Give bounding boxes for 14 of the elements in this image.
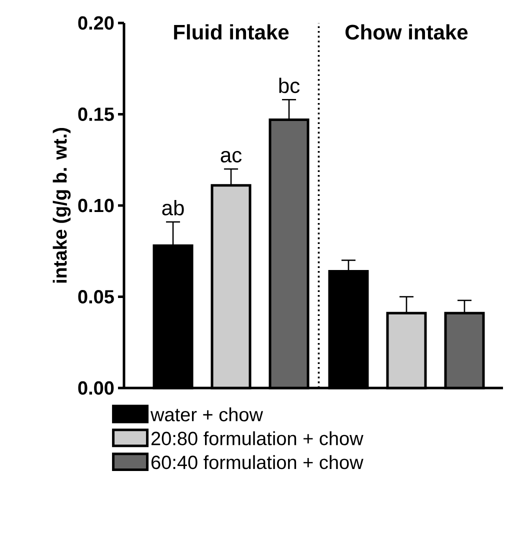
y-tick-label: 0.15	[78, 108, 114, 121]
x-tick-label: Chow intake	[346, 24, 468, 40]
y-tick-label: 0.20	[78, 16, 114, 30]
y-tick-label: 0.00	[78, 381, 114, 395]
legend-label: water + chow	[150, 407, 264, 422]
x-tick-label: Fluid intake	[174, 24, 289, 40]
legend-label: 20:80 formulation + chow	[151, 431, 364, 446]
data-label: ab	[162, 200, 184, 216]
y-axis-title: intake (g/g b. wt.)	[52, 128, 71, 283]
y-tick-label: 0.05	[78, 290, 114, 304]
data-label: ac	[220, 150, 242, 162]
y-tick-label: 0.10	[78, 198, 114, 212]
legend-label: 60:40 formulation + chow	[151, 455, 364, 470]
data-label: bc	[279, 78, 300, 94]
